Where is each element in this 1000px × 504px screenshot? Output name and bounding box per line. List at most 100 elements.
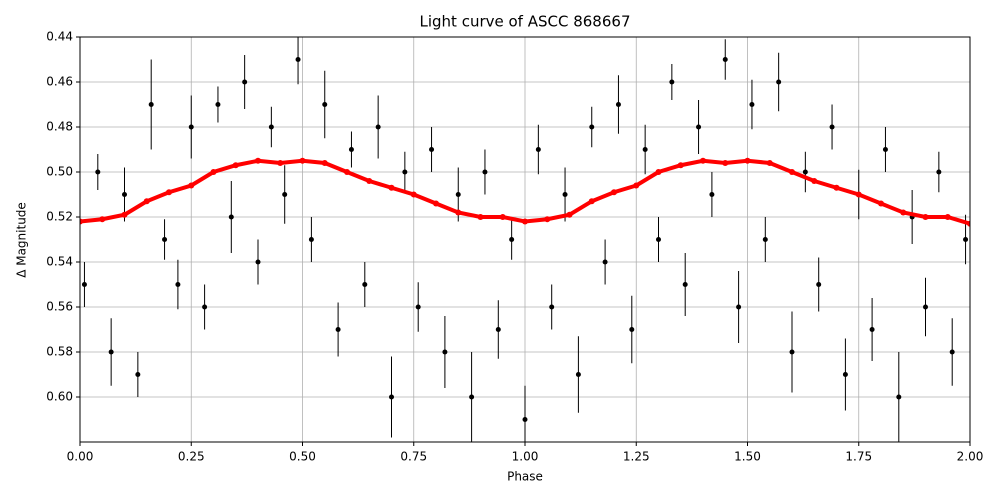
curve-point <box>99 216 106 223</box>
data-point <box>108 349 114 355</box>
curve-point <box>944 214 951 220</box>
y-tick-label: 0.56 <box>46 300 73 314</box>
data-point <box>469 394 475 400</box>
data-point <box>709 192 715 197</box>
data-point <box>882 147 888 152</box>
data-point <box>162 237 168 242</box>
data-point <box>602 259 608 265</box>
curve-point <box>544 216 551 223</box>
plot-area <box>80 37 970 442</box>
curve-point <box>900 209 907 216</box>
data-point <box>242 79 248 85</box>
x-tick-label: 0.50 <box>289 450 316 464</box>
data-point <box>575 372 581 377</box>
data-point <box>148 102 154 107</box>
data-point <box>495 327 501 332</box>
curve-point <box>344 169 350 175</box>
data-point <box>696 124 702 130</box>
y-tick-label: 0.60 <box>46 390 73 404</box>
data-point <box>816 282 822 287</box>
curve-point <box>121 211 128 218</box>
x-tick-label: 0.25 <box>178 450 205 464</box>
curve-point <box>255 157 261 164</box>
data-point <box>589 124 595 130</box>
data-point <box>322 102 328 107</box>
curve-point <box>388 184 395 191</box>
curve-point <box>855 191 862 198</box>
y-tick-label: 0.52 <box>46 210 73 224</box>
curve-point <box>655 169 662 175</box>
curve-point <box>299 157 306 164</box>
data-point <box>615 102 621 107</box>
ticks: 0.00 0.25 0.50 0.75 1.00 1.25 1.50 1.75 2.00 0.44… <box>46 30 983 464</box>
curve-point <box>232 162 239 169</box>
data-point <box>829 124 835 130</box>
data-point <box>482 169 488 175</box>
curve-point <box>633 182 640 189</box>
data-point <box>963 237 969 242</box>
data-point <box>335 327 341 332</box>
x-axis-label: Phase <box>507 470 543 484</box>
data-point <box>202 304 208 310</box>
data-point <box>923 304 928 310</box>
y-tick-label: 0.46 <box>46 75 73 89</box>
data-point <box>362 282 368 287</box>
curve-point <box>611 189 617 196</box>
chart-title: Light curve of ASCC 868667 <box>420 13 631 31</box>
y-tick-label: 0.58 <box>46 345 73 359</box>
curve-point <box>811 178 818 184</box>
data-point <box>549 304 555 310</box>
data-point <box>348 147 354 152</box>
curve-point <box>566 211 573 218</box>
data-point <box>669 79 675 85</box>
data-point <box>896 394 902 400</box>
curve-point <box>744 157 751 164</box>
curve-point <box>410 191 417 198</box>
data-point <box>295 57 301 62</box>
data-point <box>762 237 768 242</box>
curve-point <box>766 160 773 166</box>
data-point <box>308 237 314 242</box>
data-point <box>95 169 101 175</box>
data-point <box>869 327 875 332</box>
data-point <box>268 124 274 130</box>
data-point <box>442 349 448 355</box>
data-point <box>722 57 728 62</box>
curve-point <box>143 198 150 205</box>
data-point <box>509 237 515 242</box>
data-point <box>175 282 181 287</box>
data-point <box>81 282 87 287</box>
data-point <box>255 259 261 265</box>
curve-point <box>677 162 684 169</box>
data-point <box>656 237 661 242</box>
curve-point <box>366 178 373 184</box>
curve-point <box>477 214 484 220</box>
data-point <box>789 349 795 355</box>
data-point <box>455 192 461 197</box>
curve-point <box>277 160 284 166</box>
y-axis-label: Δ Magnitude <box>15 202 29 278</box>
y-tick-label: 0.50 <box>46 165 73 179</box>
data-point <box>802 169 808 175</box>
data-point <box>389 394 394 400</box>
x-tick-label: 2.00 <box>957 450 984 464</box>
data-point <box>522 417 528 422</box>
x-tick-label: 0.75 <box>400 450 427 464</box>
data-point <box>535 147 541 152</box>
data-point <box>936 169 942 175</box>
curve-point <box>967 220 970 227</box>
curve-point <box>588 198 595 205</box>
curve-point <box>499 214 506 220</box>
data-point <box>842 372 848 377</box>
data-point <box>642 147 648 152</box>
data-point <box>429 147 435 152</box>
data-point <box>949 349 955 355</box>
data-point <box>188 124 194 130</box>
curve-point <box>833 184 840 191</box>
curve-point <box>922 214 929 220</box>
curve-point <box>210 169 217 175</box>
data-point <box>135 372 141 377</box>
curve-point <box>700 157 706 164</box>
data-point <box>736 304 742 310</box>
